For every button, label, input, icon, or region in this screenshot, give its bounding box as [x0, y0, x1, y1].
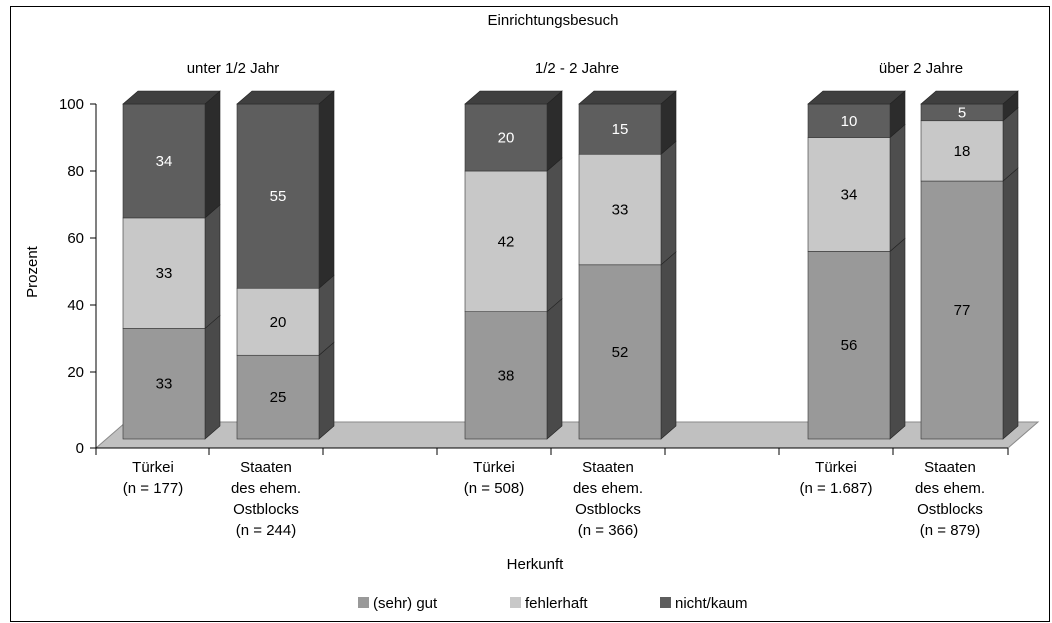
bar-side: [318, 90, 335, 289]
x-tick-label: des ehem.: [573, 480, 643, 497]
bar-side: [204, 204, 221, 330]
bar-segment: [920, 180, 1004, 440]
chart-title: Einrichtungsbesuch: [488, 12, 619, 29]
bar-top: [807, 90, 906, 105]
bar-top: [122, 90, 221, 105]
y-tick-label: 20: [67, 364, 84, 381]
x-tick-label: Türkei: [473, 459, 515, 476]
bar-value-label: 20: [498, 130, 515, 147]
bar-segment: [578, 264, 662, 440]
bar-side: [660, 251, 677, 440]
bar-side: [546, 298, 563, 440]
legend-swatch: [660, 597, 671, 608]
legend-label: (sehr) gut: [373, 595, 438, 612]
x-tick-label: Ostblocks: [917, 501, 983, 518]
group-label: 1/2 - 2 Jahre: [535, 60, 619, 77]
bar-segment: [807, 251, 891, 440]
bar-side: [318, 274, 335, 356]
bar-side: [660, 140, 677, 266]
x-tick-label: (n = 508): [464, 480, 524, 497]
bar-segment: [464, 103, 548, 172]
bar-value-label: 38: [498, 367, 515, 384]
bar-value-label: 15: [612, 121, 629, 138]
x-tick-label: Staaten: [240, 459, 292, 476]
bar-segment: [807, 103, 891, 138]
bar-side: [318, 341, 335, 440]
bar-side: [204, 314, 221, 440]
bar-side: [1002, 167, 1019, 440]
bar-value-label: 52: [612, 344, 629, 361]
bar-value-label: 18: [954, 143, 971, 160]
y-tick-label: 80: [67, 163, 84, 180]
bar-value-label: 77: [954, 302, 971, 319]
x-tick-label: (n = 879): [920, 522, 980, 539]
x-tick-label: des ehem.: [231, 480, 301, 497]
bar-side: [204, 90, 221, 219]
bar-segment: [464, 170, 548, 312]
bar-top: [236, 90, 335, 105]
x-tick-label: (n = 1.687): [800, 480, 873, 497]
bar-value-label: 56: [841, 337, 858, 354]
bar-segment: [122, 328, 206, 440]
x-tick-label: (n = 177): [123, 480, 183, 497]
group-label: unter 1/2 Jahr: [187, 60, 280, 77]
bar-value-label: 25: [270, 389, 287, 406]
x-tick-label: Staaten: [582, 459, 634, 476]
bar-side: [546, 90, 563, 172]
bar-segment: [920, 120, 1004, 182]
bar-top: [464, 90, 563, 105]
bar-value-label: 5: [958, 104, 966, 121]
bar-value-label: 42: [498, 233, 515, 250]
bar-value-label: 33: [156, 376, 173, 393]
bar-segment: [236, 287, 320, 356]
bar-value-label: 33: [156, 265, 173, 282]
bar-segment: [236, 103, 320, 289]
legend-swatch: [358, 597, 369, 608]
legend-label: nicht/kaum: [675, 595, 748, 612]
bar-value-label: 33: [612, 202, 629, 219]
bar-top: [920, 90, 1019, 105]
x-tick-label: Türkei: [815, 459, 857, 476]
legend-swatch: [510, 597, 521, 608]
bar-segment: [122, 103, 206, 219]
bar-segment: [578, 103, 662, 155]
x-tick-label: Staaten: [924, 459, 976, 476]
x-tick-label: Türkei: [132, 459, 174, 476]
bar-side: [889, 123, 906, 253]
y-tick-label: 60: [67, 230, 84, 247]
y-tick-label: 100: [59, 96, 84, 113]
bar-value-label: 34: [841, 186, 858, 203]
y-axis-label: Prozent: [24, 245, 41, 298]
bar-value-label: 20: [270, 314, 287, 331]
bar-value-label: 34: [156, 153, 173, 170]
x-tick-label: Ostblocks: [575, 501, 641, 518]
x-tick-label: (n = 244): [236, 522, 296, 539]
x-tick-label: Ostblocks: [233, 501, 299, 518]
bar-segment: [464, 311, 548, 440]
chart-frame: [10, 6, 1050, 622]
group-label: über 2 Jahre: [879, 60, 963, 77]
x-tick-label: des ehem.: [915, 480, 985, 497]
bar-segment: [578, 153, 662, 266]
bar-value-label: 10: [841, 113, 858, 130]
x-axis-label: Herkunft: [507, 556, 565, 573]
bar-segment: [807, 137, 891, 252]
bar-top: [578, 90, 677, 105]
bar-side: [546, 157, 563, 313]
bar-value-label: 55: [270, 188, 287, 205]
legend-label: fehlerhaft: [525, 595, 588, 612]
x-tick-label: (n = 366): [578, 522, 638, 539]
y-tick-label: 0: [76, 440, 84, 457]
bar-side: [889, 237, 906, 440]
y-tick-label: 40: [67, 297, 84, 314]
bar-segment: [122, 217, 206, 329]
